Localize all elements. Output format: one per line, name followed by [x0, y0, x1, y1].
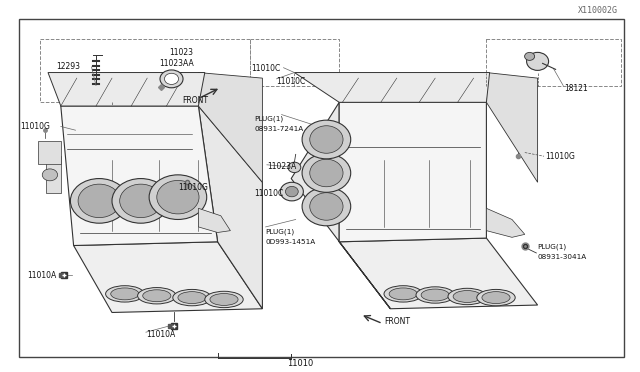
Polygon shape: [48, 73, 205, 106]
Polygon shape: [198, 106, 262, 309]
Ellipse shape: [157, 180, 199, 214]
Ellipse shape: [525, 52, 534, 60]
Text: PLUG(1): PLUG(1): [538, 243, 567, 250]
Text: 18121: 18121: [564, 84, 588, 93]
Ellipse shape: [160, 70, 183, 88]
Text: 12293: 12293: [56, 62, 81, 71]
Ellipse shape: [138, 288, 176, 304]
Text: 11010A: 11010A: [27, 271, 56, 280]
Ellipse shape: [164, 73, 179, 84]
Ellipse shape: [106, 286, 144, 302]
Polygon shape: [198, 208, 230, 232]
Ellipse shape: [143, 290, 171, 302]
Ellipse shape: [149, 175, 207, 219]
Polygon shape: [38, 141, 61, 164]
Polygon shape: [198, 73, 262, 182]
Polygon shape: [291, 102, 390, 309]
Ellipse shape: [482, 292, 510, 304]
Ellipse shape: [310, 193, 343, 220]
Ellipse shape: [173, 289, 211, 306]
Ellipse shape: [310, 126, 343, 153]
Text: PLUG(1): PLUG(1): [266, 228, 295, 235]
Ellipse shape: [477, 289, 515, 306]
Ellipse shape: [389, 288, 417, 300]
Text: 11010G: 11010G: [178, 183, 208, 192]
Ellipse shape: [527, 52, 548, 70]
Polygon shape: [294, 73, 490, 102]
Ellipse shape: [120, 184, 162, 218]
Text: PLUG(1): PLUG(1): [254, 116, 284, 122]
Ellipse shape: [421, 289, 449, 301]
Polygon shape: [339, 238, 538, 309]
Ellipse shape: [310, 159, 343, 187]
Ellipse shape: [288, 162, 301, 173]
Polygon shape: [339, 102, 486, 242]
Text: 11023A: 11023A: [267, 162, 296, 171]
Text: 0D993-1451A: 0D993-1451A: [266, 239, 316, 245]
Ellipse shape: [453, 291, 481, 302]
Polygon shape: [74, 242, 262, 312]
Ellipse shape: [416, 287, 454, 303]
Ellipse shape: [112, 179, 170, 223]
Text: 11023AA: 11023AA: [159, 59, 193, 68]
Ellipse shape: [42, 169, 58, 181]
Text: 08931-3041A: 08931-3041A: [538, 254, 587, 260]
Text: X110002G: X110002G: [577, 6, 618, 15]
Text: 11010: 11010: [287, 359, 313, 368]
Ellipse shape: [285, 186, 298, 197]
Ellipse shape: [302, 187, 351, 226]
Ellipse shape: [70, 179, 128, 223]
Ellipse shape: [448, 288, 486, 305]
Polygon shape: [486, 73, 538, 182]
Text: 11010A: 11010A: [146, 330, 175, 339]
Polygon shape: [46, 156, 61, 193]
Ellipse shape: [302, 120, 351, 159]
Ellipse shape: [78, 184, 120, 218]
Text: 11010G: 11010G: [20, 122, 51, 131]
Text: 11010C: 11010C: [252, 64, 281, 73]
Text: 11010G: 11010G: [545, 152, 575, 161]
Ellipse shape: [280, 182, 303, 201]
Text: 11010C: 11010C: [276, 77, 306, 86]
Ellipse shape: [178, 292, 206, 304]
Ellipse shape: [302, 154, 351, 192]
Polygon shape: [486, 208, 525, 237]
Ellipse shape: [111, 288, 139, 300]
Text: 11023: 11023: [170, 48, 194, 57]
Polygon shape: [61, 106, 218, 246]
Text: 11010C: 11010C: [254, 189, 284, 198]
Ellipse shape: [384, 286, 422, 302]
Ellipse shape: [210, 294, 238, 305]
Ellipse shape: [205, 291, 243, 308]
Text: FRONT: FRONT: [182, 96, 209, 105]
Text: FRONT: FRONT: [384, 317, 410, 326]
Text: 08931-7241A: 08931-7241A: [254, 126, 303, 132]
